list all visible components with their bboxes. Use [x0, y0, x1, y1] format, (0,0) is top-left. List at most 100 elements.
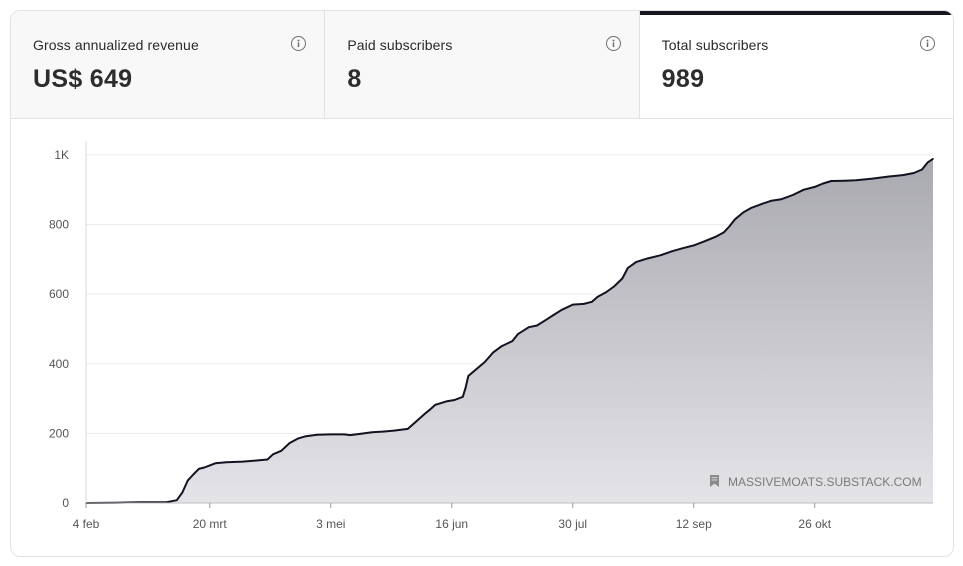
data-point: [536, 324, 538, 327]
data-point: [646, 257, 648, 260]
data-point: [803, 188, 805, 191]
data-point: [822, 182, 824, 185]
data-point: [792, 194, 794, 196]
x-tick-label: 30 jul: [558, 517, 587, 531]
x-tick-label: 16 jun: [435, 517, 468, 531]
data-point: [871, 177, 874, 180]
y-tick-label: 1K: [54, 148, 69, 162]
x-tick-label: 20 mrt: [193, 517, 228, 531]
y-tick-label: 200: [49, 426, 69, 440]
metric-value: 8: [347, 65, 362, 93]
watermark-text: MASSIVEMOATS.SUBSTACK.COM: [728, 475, 922, 489]
data-point: [704, 240, 706, 242]
data-point: [660, 254, 662, 256]
subscribers-chart: 0 200 400 600 800 1K 4 feb 20 mrt 3 mei 16 jun 30 …: [49, 141, 934, 531]
data-point: [203, 466, 206, 469]
data-point: [635, 261, 637, 263]
tab-gross-annualized-revenue[interactable]: Gross annualized revenue US$ 649: [11, 11, 325, 118]
data-point: [407, 428, 409, 430]
data-point: [605, 291, 607, 294]
y-tick-label: 800: [49, 218, 69, 232]
data-point: [591, 301, 593, 303]
data-point: [255, 459, 258, 462]
metric-label: Paid subscribers: [347, 37, 453, 53]
data-point: [492, 351, 494, 354]
data-point: [770, 200, 772, 202]
bookmark-icon: [710, 475, 719, 487]
x-tick-label: 26 okt: [798, 517, 831, 531]
data-point: [415, 420, 417, 423]
data-point: [209, 464, 211, 467]
data-point: [830, 180, 833, 182]
data-point: [330, 433, 332, 436]
data-point: [583, 303, 585, 305]
metric-label: Gross annualized revenue: [33, 37, 199, 53]
data-point: [272, 453, 274, 456]
info-icon[interactable]: [291, 36, 307, 51]
data-point: [596, 296, 599, 298]
data-point: [475, 368, 478, 370]
y-tick-label: 0: [62, 496, 69, 510]
data-point: [723, 231, 725, 233]
data-point: [382, 430, 384, 433]
data-point: [192, 473, 195, 476]
metric-value: US$ 649: [33, 65, 133, 93]
data-point: [484, 361, 486, 363]
data-point: [902, 174, 904, 176]
data-point: [814, 186, 816, 188]
data-point: [715, 235, 717, 238]
data-point: [305, 435, 307, 438]
data-point: [728, 225, 731, 228]
data-point: [176, 499, 178, 502]
data-point: [517, 333, 519, 335]
tab-paid-subscribers[interactable]: Paid subscribers 8: [324, 11, 639, 118]
data-point: [561, 309, 563, 311]
data-point: [225, 461, 228, 464]
data-point: [462, 396, 464, 398]
data-point: [932, 158, 934, 160]
data-point: [464, 387, 467, 389]
series-line: [85, 157, 934, 504]
area-fill: [86, 158, 933, 504]
data-point: [552, 314, 555, 316]
data-point: [371, 431, 373, 434]
data-point: [297, 437, 299, 440]
data-point: [500, 345, 503, 348]
data-point: [453, 399, 456, 401]
metric-value: 989: [661, 65, 705, 93]
data-point: [844, 179, 846, 182]
data-point: [613, 285, 615, 288]
data-point: [445, 400, 448, 403]
data-point: [921, 168, 923, 171]
data-point: [781, 198, 783, 200]
x-tick-label: 3 mei: [316, 517, 345, 531]
data-point: [423, 413, 426, 416]
data-point: [393, 429, 395, 432]
y-tick-label: 400: [49, 357, 69, 371]
data-point: [528, 326, 530, 328]
info-icon[interactable]: [919, 36, 935, 51]
data-point: [343, 433, 346, 436]
data-point: [434, 404, 437, 406]
data-point: [734, 218, 736, 221]
data-point: [693, 244, 695, 247]
data-point: [316, 434, 318, 436]
chart-area: 0 200 400 600 800 1K 4 feb 20 mrt 3 mei 16 jun 30 …: [11, 119, 953, 556]
data-point: [572, 303, 574, 306]
tab-total-subscribers[interactable]: Total subscribers 989: [638, 11, 953, 118]
data-point: [761, 202, 764, 205]
watermark: MASSIVEMOATS.SUBSTACK.COM: [710, 475, 922, 489]
x-tick-label: 4 feb: [73, 517, 100, 531]
data-point: [621, 277, 624, 280]
data-point: [429, 408, 431, 411]
data-point: [214, 462, 217, 465]
data-point: [181, 491, 184, 494]
info-icon[interactable]: [605, 36, 621, 51]
x-tick-label: 12 sep: [676, 517, 712, 531]
data-point: [742, 211, 745, 214]
data-point: [544, 319, 547, 322]
data-point: [511, 340, 514, 342]
data-point: [750, 207, 753, 209]
metric-label: Total subscribers: [661, 37, 769, 53]
data-point: [349, 434, 351, 436]
